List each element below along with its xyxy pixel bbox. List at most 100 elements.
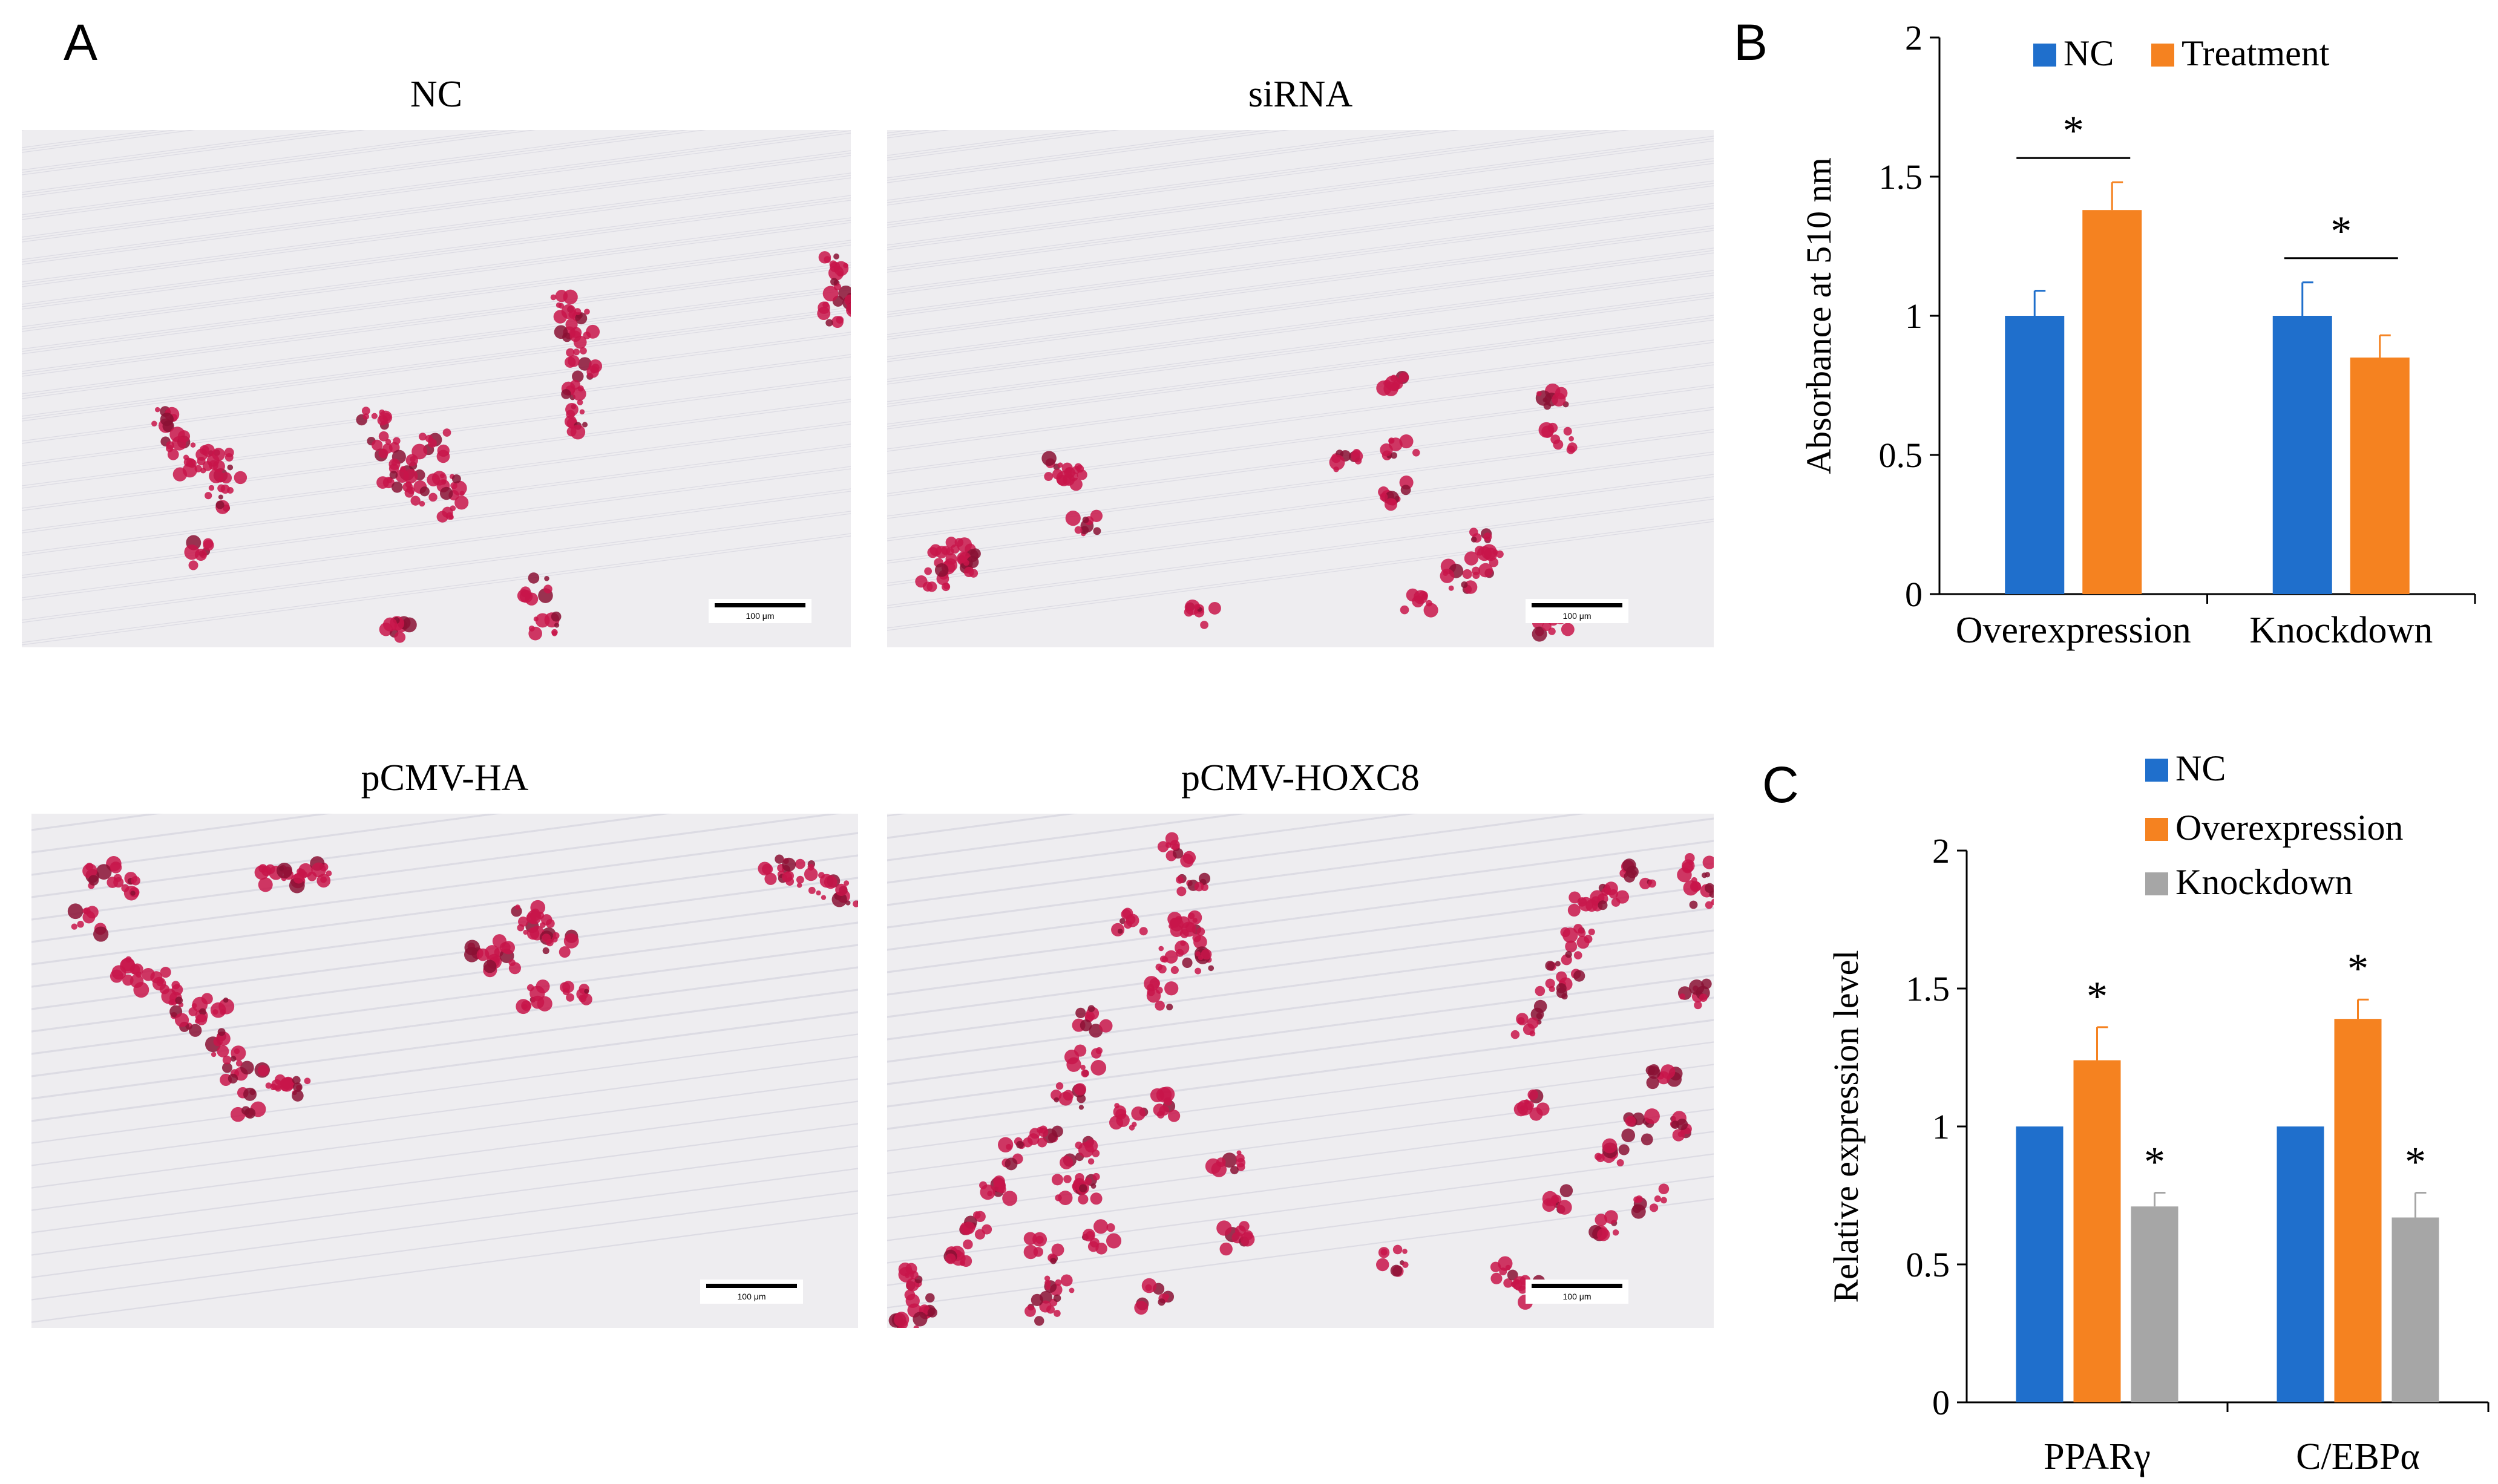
lipid-droplet — [1545, 978, 1555, 989]
lipid-droplet — [371, 413, 378, 419]
lipid-droplet — [77, 920, 84, 928]
lipid-droplet — [993, 1175, 1005, 1188]
micrograph-sirna-drawing: 100 μm — [887, 130, 1714, 642]
bar — [2334, 1019, 2382, 1402]
image-title-pcmv-hoxc8: pCMV-HOXC8 — [1181, 757, 1420, 799]
lipid-droplet — [192, 996, 208, 1013]
lipid-droplet — [301, 871, 308, 878]
lipid-droplet — [578, 357, 592, 371]
lipid-droplet — [437, 444, 450, 457]
lipid-droplet — [913, 1325, 919, 1328]
lipid-droplet — [821, 895, 827, 900]
lipid-droplet — [1077, 469, 1087, 480]
lipid-droplet — [837, 270, 843, 277]
legend-label: NC — [2175, 748, 2226, 788]
lipid-droplet — [830, 278, 838, 286]
lipid-droplet — [584, 989, 589, 994]
lipid-droplet — [155, 407, 160, 413]
lipid-droplet — [1038, 1127, 1049, 1137]
lipid-droplet — [419, 500, 425, 507]
lipid-droplet — [1658, 1183, 1670, 1195]
lipid-droplet — [1087, 1241, 1099, 1252]
lipid-droplet — [1535, 986, 1546, 996]
lipid-droplet — [910, 1270, 919, 1280]
lipid-droplet — [785, 877, 795, 886]
lipid-droplets — [151, 251, 851, 643]
lipid-droplet — [543, 584, 552, 593]
lipid-droplet — [1690, 881, 1701, 892]
lipid-droplet — [1689, 900, 1698, 909]
lipid-droplet — [1208, 601, 1221, 615]
lipid-droplet — [825, 319, 833, 327]
lipid-droplet — [448, 514, 454, 520]
lipid-droplet — [1573, 970, 1585, 982]
lipid-droplet — [1176, 886, 1187, 897]
lipid-droplet — [1384, 498, 1398, 511]
lipid-droplet — [796, 875, 804, 884]
lipid-droplet — [377, 414, 388, 426]
lipid-droplet — [529, 986, 545, 1001]
lipid-droplet — [554, 623, 560, 628]
lipid-droplet — [1200, 621, 1208, 629]
axes: 0 0.5 1 1.5 2 Overexpression Knockdown — [1879, 18, 2476, 651]
lipid-droplet — [1402, 1249, 1408, 1254]
lipid-droplet — [518, 917, 528, 927]
significance-star: * — [2330, 208, 2352, 255]
lipid-droplet — [1699, 993, 1708, 1002]
lipid-droplet — [1660, 1064, 1676, 1079]
lipid-droplet — [493, 955, 500, 963]
lipid-droplet — [1194, 881, 1204, 892]
lipid-droplet — [1399, 434, 1414, 449]
lipid-droplet — [1170, 840, 1180, 851]
lipid-droplet — [1119, 918, 1126, 924]
lipid-droplet — [1471, 566, 1481, 575]
cell-texture — [887, 130, 1714, 631]
lipid-droplet — [1065, 511, 1081, 526]
lipid-droplet — [1060, 1274, 1073, 1287]
lipid-droplet — [411, 443, 428, 460]
lipid-droplet — [110, 969, 123, 983]
lipid-droplet — [818, 301, 830, 314]
lipid-droplet — [1023, 1244, 1038, 1260]
lipid-droplet — [764, 872, 777, 885]
lipid-droplet — [1552, 393, 1566, 407]
lipid-droplet — [203, 540, 214, 551]
lipid-droplet — [762, 863, 773, 875]
lipid-droplet — [1393, 379, 1403, 390]
legend-label: Treatment — [2182, 33, 2330, 73]
lipid-droplet — [1080, 1019, 1092, 1031]
lipid-droplet — [568, 355, 580, 367]
lipid-droplet — [1087, 1158, 1095, 1165]
lipid-droplet — [82, 863, 97, 878]
lipid-droplet — [1567, 904, 1581, 917]
panel-c-letter: C — [1762, 756, 1799, 813]
lipid-droplet — [1164, 950, 1178, 964]
lipid-droplet — [1709, 891, 1714, 898]
lipid-droplet — [326, 870, 332, 877]
lipid-droplet — [562, 332, 572, 342]
lipid-droplet — [514, 904, 520, 910]
lipid-droplet — [292, 1076, 301, 1085]
lipid-droplet — [1512, 1279, 1523, 1290]
lipid-droplet — [535, 613, 550, 628]
lipid-droplet — [782, 857, 796, 872]
lipid-droplet — [922, 581, 933, 592]
y-tick-label: 1.5 — [1906, 969, 1950, 1008]
lipid-droplet — [950, 544, 960, 554]
lipid-droplet — [1016, 1140, 1024, 1149]
micrograph-pcmv-hoxc8: 100 μm — [887, 814, 1714, 1328]
lipid-droplet — [228, 1073, 238, 1084]
lipid-droplet — [1044, 472, 1054, 482]
lipid-droplet — [1625, 1116, 1636, 1127]
lipid-droplet — [563, 933, 579, 949]
lipid-droplet — [830, 261, 841, 272]
lipid-droplet — [929, 544, 942, 557]
lipid-droplet — [211, 1051, 217, 1057]
lipid-droplet — [1448, 585, 1454, 591]
lipid-droplet — [133, 982, 149, 998]
lipid-droplet — [1198, 955, 1204, 961]
bar — [2073, 1060, 2121, 1402]
lipid-droplet — [579, 409, 585, 414]
lipid-droplet — [1170, 966, 1179, 975]
lipid-droplet — [833, 253, 839, 260]
